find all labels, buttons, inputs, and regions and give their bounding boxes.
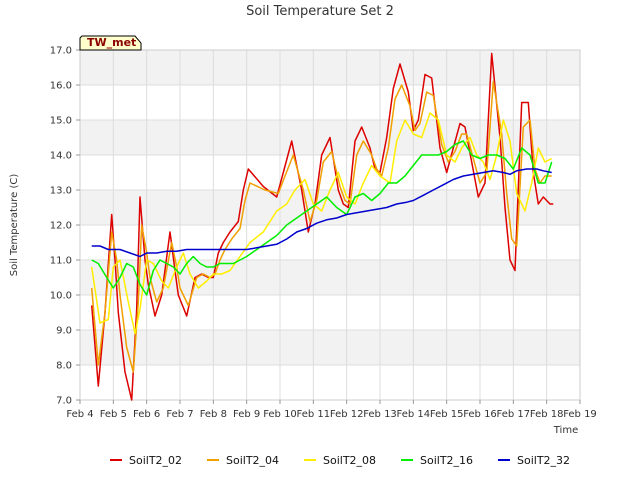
y-tick-label: 16.0 [50, 81, 72, 92]
legend-label: SoilT2_32 [517, 454, 570, 467]
y-axis-ticks: 7.0 8.0 9.0 10.0 11.0 12.0 13.0 14.0 15.0 16.0 17.… [50, 46, 80, 407]
background-band [80, 260, 580, 295]
legend: SoilT2_02 SoilT2_04 SoilT2_08 SoilT2_16 Soil… [110, 454, 570, 467]
x-tick-label: Feb 5 [100, 409, 127, 420]
y-tick-label: 14.0 [50, 151, 72, 162]
y-tick-label: 12.0 [50, 221, 72, 232]
y-tick-label: 11.0 [50, 256, 72, 267]
x-axis-ticks: Feb 4 Feb 5 Feb 6 Feb 7 Feb 8 Feb 9 Feb 10 Feb … [66, 400, 597, 420]
x-tick-label: Feb 4 [66, 409, 93, 420]
background-band [80, 330, 580, 365]
x-tick-label: Feb 18 [530, 409, 564, 420]
y-tick-label: 13.0 [50, 186, 72, 197]
y-axis-title: Soil Temperature (C) [9, 174, 20, 277]
x-tick-label: Feb 9 [233, 409, 260, 420]
station-badge-label: TW_met [87, 36, 136, 49]
station-badge: TW_met [79, 35, 142, 51]
x-tick-label: Feb 15 [430, 409, 464, 420]
background-bands [80, 50, 580, 365]
x-tick-label: Feb 16 [463, 409, 497, 420]
y-tick-label: 10.0 [50, 291, 72, 302]
x-tick-label: Feb 12 [330, 409, 364, 420]
series-line-soilt2-16 [91, 140, 553, 296]
x-tick-label: Feb 14 [397, 409, 431, 420]
x-tick-label: Feb 8 [200, 409, 227, 420]
y-tick-label: 7.0 [56, 396, 72, 407]
y-tick-label: 15.0 [50, 116, 72, 127]
series-line-soilt2-02 [90, 52, 554, 401]
x-tick-label: Feb 11 [297, 409, 331, 420]
series-layer [90, 52, 554, 401]
y-tick-label: 8.0 [56, 361, 72, 372]
x-tick-label: Feb 7 [166, 409, 193, 420]
x-tick-label: Feb 10 [263, 409, 297, 420]
series-line-soilt2-04 [90, 80, 552, 373]
legend-label: SoilT2_08 [323, 454, 376, 467]
y-tick-label: 9.0 [56, 326, 72, 337]
x-tick-label: Feb 6 [133, 409, 160, 420]
y-tick-label: 17.0 [50, 46, 72, 57]
station-badge-box [79, 35, 142, 51]
legend-label: SoilT2_16 [420, 454, 473, 467]
legend-label: SoilT2_02 [129, 454, 182, 467]
series-line-soilt2-32 [91, 168, 552, 258]
x-tick-label: Feb 13 [363, 409, 397, 420]
legend-label: SoilT2_04 [226, 454, 279, 467]
x-tick-label: Feb 17 [497, 409, 531, 420]
background-band [80, 50, 580, 85]
series-line-soilt2-08 [90, 112, 553, 335]
chart-title: Soil Temperature Set 2 [246, 4, 394, 19]
x-tick-label: Feb 19 [563, 409, 597, 420]
x-axis-title: Time [553, 425, 578, 436]
